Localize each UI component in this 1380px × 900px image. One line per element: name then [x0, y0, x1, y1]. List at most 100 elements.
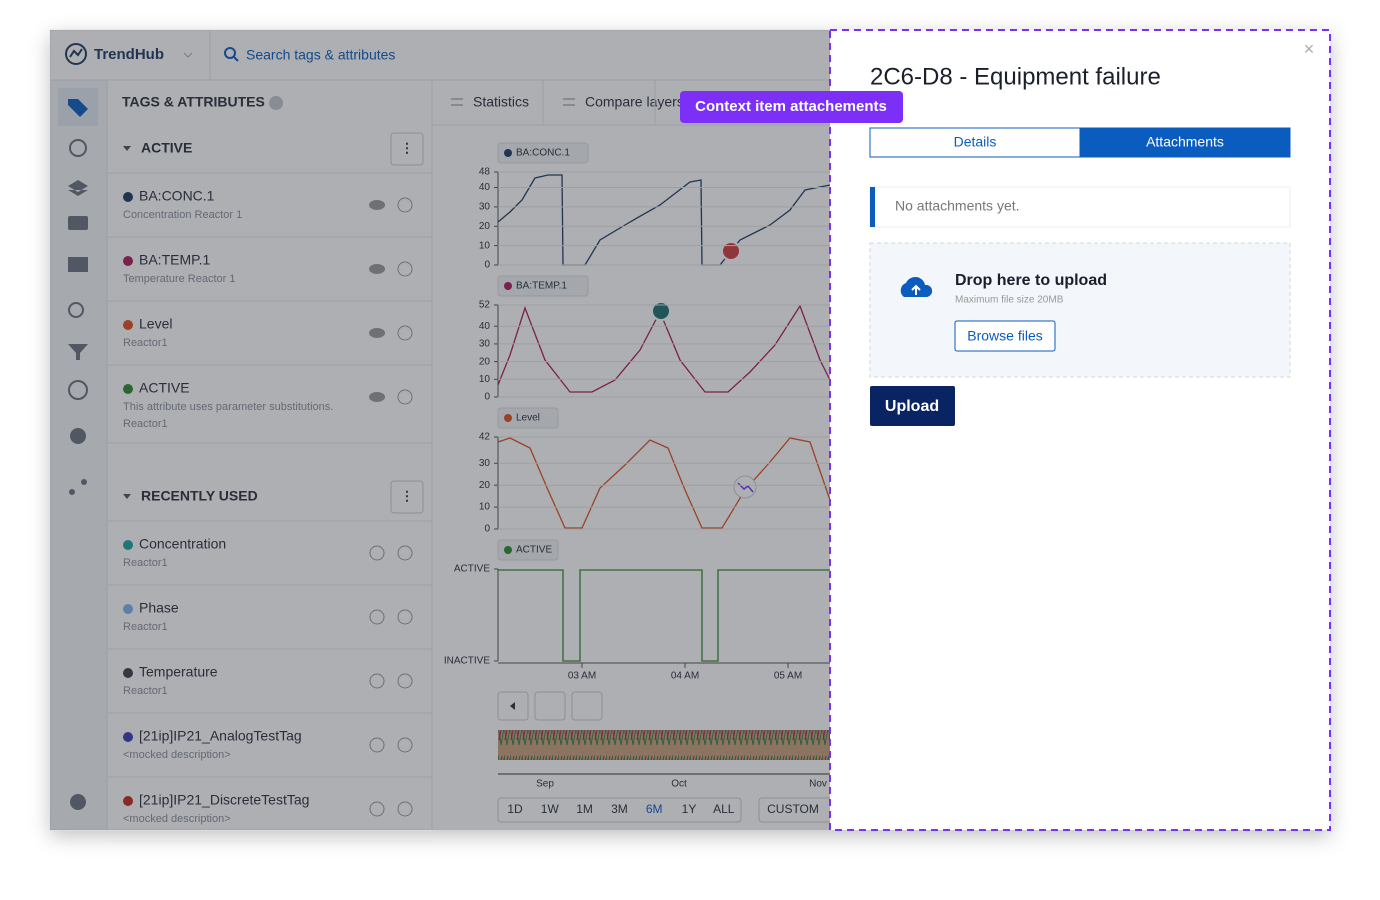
clock-button[interactable] — [571, 691, 603, 721]
y-tick-label: INACTIVE — [444, 656, 490, 667]
series-chip[interactable] — [497, 275, 589, 297]
range-button[interactable]: 1Y — [682, 802, 697, 816]
event-marker[interactable] — [721, 241, 741, 261]
remove-button[interactable] — [397, 609, 413, 625]
range-button[interactable]: 1D — [507, 802, 523, 816]
y-tick-label: 0 — [484, 392, 490, 403]
range-button[interactable]: ALL — [713, 802, 735, 816]
toolbar-button: Compare layers — [585, 94, 684, 110]
series-color — [504, 546, 512, 554]
tag-color — [123, 320, 133, 330]
y-tick-label: 10 — [479, 502, 491, 513]
y-tick-label: 10 — [479, 240, 491, 251]
add-button[interactable] — [369, 801, 385, 817]
navigator-tick-label: Sep — [536, 779, 554, 790]
y-tick-label: 10 — [479, 374, 491, 385]
series-chip[interactable] — [497, 142, 589, 164]
upload-button[interactable] — [870, 386, 955, 426]
add-button[interactable] — [369, 609, 385, 625]
remove-button[interactable] — [397, 325, 413, 341]
visibility-button[interactable] — [369, 200, 385, 210]
remove-button[interactable] — [397, 737, 413, 753]
tag-name: [21ip]IP21_AnalogTestTag — [139, 728, 302, 744]
x-tick-label: 04 AM — [671, 671, 699, 682]
tag-name: Concentration — [139, 536, 226, 552]
search: Search tags & attributes — [246, 47, 395, 63]
tag-color — [123, 796, 133, 806]
add-button[interactable] — [369, 737, 385, 753]
browse-label: Browse files — [967, 328, 1042, 344]
tab[interactable] — [1079, 127, 1291, 158]
help-icon — [269, 96, 283, 110]
custom-label: CUSTOM — [767, 802, 819, 816]
series-chip[interactable] — [497, 539, 559, 561]
brand: TrendHub — [94, 46, 164, 63]
remove-button[interactable] — [397, 261, 413, 277]
range-button[interactable]: 1W — [541, 802, 560, 816]
trace — [497, 437, 831, 529]
remove-button[interactable] — [397, 545, 413, 561]
y-tick-label: 30 — [479, 458, 491, 469]
y-tick-label: 48 — [479, 167, 491, 178]
section-menu[interactable] — [390, 132, 424, 166]
drop-title: Drop here to upload — [955, 272, 1107, 289]
tab-label: Details — [954, 134, 997, 150]
range-button[interactable]: 3M — [611, 802, 628, 816]
tag-color — [123, 256, 133, 266]
search-icon — [233, 56, 239, 62]
visibility-button[interactable] — [369, 328, 385, 338]
trend-icon — [737, 482, 754, 493]
close-button[interactable]: × — [1304, 39, 1315, 59]
calendar-button[interactable] — [534, 691, 566, 721]
top-bar — [49, 29, 831, 81]
section-menu[interactable] — [390, 480, 424, 514]
remove-button[interactable] — [397, 197, 413, 213]
info-marker[interactable] — [651, 301, 671, 321]
tag-name: BA:TEMP.1 — [139, 252, 211, 268]
tag-color — [123, 384, 133, 394]
range-button[interactable]: 1M — [576, 802, 593, 816]
empty-accent — [870, 187, 875, 227]
add-button[interactable] — [369, 545, 385, 561]
caret — [183, 52, 193, 58]
upload-label: Upload — [885, 398, 939, 415]
empty-message: No attachments yet. — [895, 198, 1020, 214]
menu-dots: ⋮ — [401, 140, 414, 155]
tag-color — [123, 604, 133, 614]
tag-name: ACTIVE — [139, 380, 190, 396]
y-tick-label: 40 — [479, 321, 491, 332]
tag-description: Reactor1 — [123, 685, 168, 697]
trace — [497, 174, 831, 266]
add-button[interactable] — [369, 673, 385, 689]
overlay — [50, 30, 830, 830]
trace — [498, 569, 830, 662]
remove-button[interactable] — [397, 389, 413, 405]
visibility-button[interactable] — [369, 264, 385, 274]
logo-mark — [69, 48, 83, 58]
browse-button[interactable] — [954, 320, 1056, 352]
series-chip[interactable] — [497, 407, 559, 429]
visibility-button[interactable] — [369, 392, 385, 402]
section-title: RECENTLY USED — [141, 488, 258, 504]
series-label: Level — [516, 413, 540, 424]
panel: × 2C6-D8 - Equipment failure Details Attach… — [829, 29, 1331, 831]
series-color — [504, 149, 512, 157]
tag-description: Temperature Reactor 1 — [123, 273, 236, 285]
trend-marker[interactable] — [733, 475, 757, 499]
x-tick-label: 05 AM — [774, 671, 802, 682]
y-tick-label: 42 — [479, 432, 491, 443]
tooltip-text: Context item attachements — [695, 98, 887, 115]
logo — [65, 43, 87, 65]
series-color — [504, 282, 512, 290]
remove-button[interactable] — [397, 673, 413, 689]
arrow — [510, 702, 515, 710]
drop-zone[interactable] — [869, 242, 1291, 378]
x-tick-label: 03 AM — [568, 671, 596, 682]
panel-title: 2C6-D8 - Equipment failure — [870, 63, 1161, 90]
tooltip-group: Context item attachements — [680, 91, 903, 123]
tag-description: Reactor1 — [123, 418, 168, 430]
remove-button[interactable] — [397, 801, 413, 817]
rail-icons — [68, 99, 88, 810]
range-button[interactable]: 6M — [646, 802, 663, 816]
